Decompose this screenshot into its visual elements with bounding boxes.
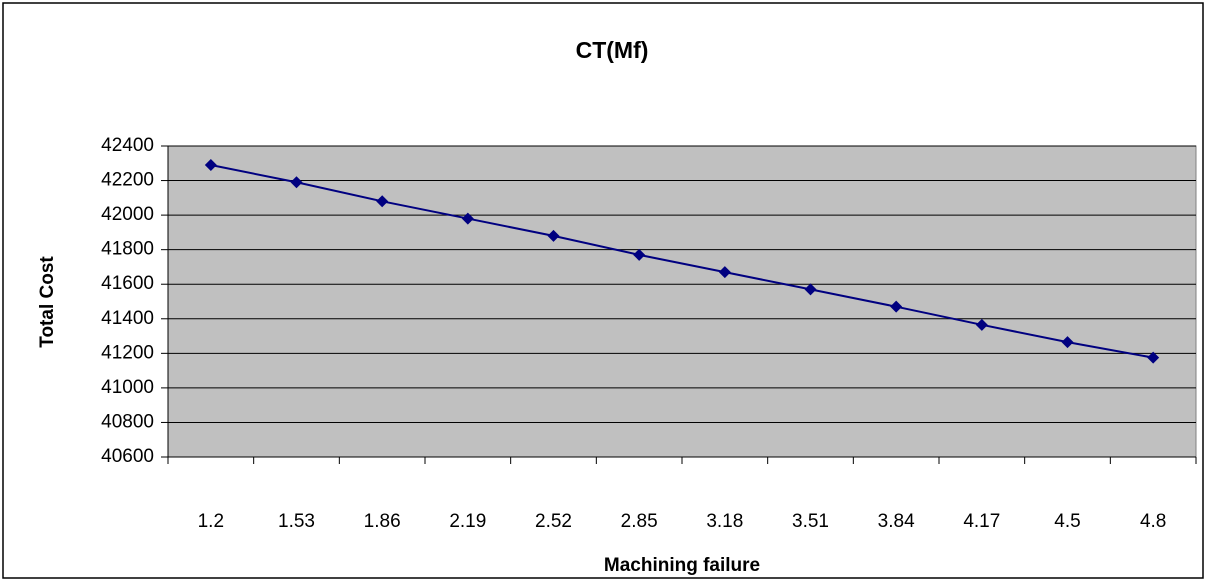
- y-tick-label: 41000: [101, 377, 154, 398]
- marker: [376, 195, 389, 208]
- line: [210, 164, 1154, 359]
- y-tick-label: 42000: [101, 204, 154, 225]
- marker: [890, 300, 903, 313]
- y-tick-label: 40600: [101, 446, 154, 467]
- marker: [1147, 351, 1160, 364]
- x-tick-label: 2.85: [621, 511, 658, 532]
- marker: [975, 318, 988, 331]
- marker: [547, 229, 560, 242]
- y-tick-label: 41400: [101, 308, 154, 329]
- y-tick-label: 42400: [101, 135, 154, 156]
- x-tick-label: 4.5: [1054, 511, 1080, 532]
- marker: [204, 159, 217, 172]
- marker: [290, 176, 303, 189]
- x-tick-label: 1.53: [278, 511, 315, 532]
- x-tick-label: 3.51: [792, 511, 829, 532]
- x-tick-label: 2.52: [535, 511, 572, 532]
- x-tick-label: 1.2: [198, 511, 224, 532]
- x-tick-label: 2.19: [449, 511, 486, 532]
- marker: [633, 248, 646, 261]
- x-axis-title: Machining failure: [604, 555, 760, 576]
- chart-title: CT(Mf): [576, 37, 649, 63]
- y-tick-label: 41200: [101, 342, 154, 363]
- y-tick-label: 41800: [101, 239, 154, 260]
- x-tick-label: 3.84: [878, 511, 915, 532]
- x-tick-label: 4.8: [1140, 511, 1166, 532]
- x-tick-label: 3.18: [706, 511, 743, 532]
- plot-area: [167, 145, 1197, 458]
- marker: [461, 212, 474, 225]
- marker: [1061, 336, 1074, 349]
- x-tick-label: 1.86: [364, 511, 401, 532]
- y-tick-label: 40800: [101, 411, 154, 432]
- marker: [804, 283, 817, 296]
- x-tick-label: 4.17: [963, 511, 1000, 532]
- y-axis-title: Total Cost: [37, 256, 58, 348]
- marker: [718, 266, 731, 279]
- y-tick-label: 41600: [101, 273, 154, 294]
- y-tick-label: 42200: [101, 170, 154, 191]
